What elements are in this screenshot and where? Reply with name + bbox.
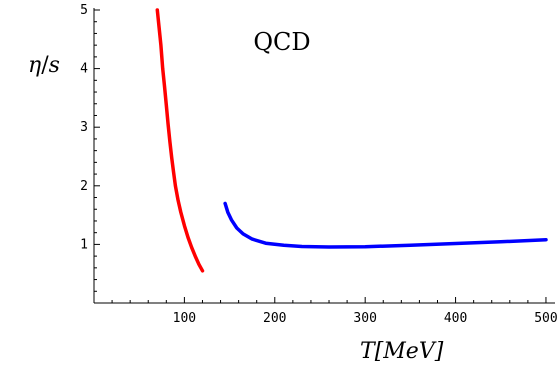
y-tick-label: 4 [80, 62, 88, 77]
y-tick-label: 3 [80, 120, 88, 135]
x-tick-label: 300 [353, 311, 376, 326]
x-tick-label: 100 [173, 311, 196, 326]
series-line-2 [223, 201, 548, 249]
plot-area: 100 200 300 400 500 1 2 3 4 5 [80, 3, 558, 326]
chart-title: QCD [253, 28, 310, 56]
y-ticks: 1 2 3 4 5 [80, 3, 100, 292]
x-axis-label-var: T [360, 339, 377, 364]
y-tick-label: 1 [80, 237, 88, 252]
y-axis-label: η/s [28, 53, 60, 78]
x-ticks: 100 200 300 400 500 [111, 297, 558, 326]
y-tick-label: 2 [80, 179, 88, 194]
y-axis-label-den: s [49, 53, 60, 78]
x-tick-label: 200 [263, 311, 286, 326]
x-tick-label: 500 [534, 311, 557, 326]
y-axis-label-num: η [28, 53, 41, 78]
series-group [155, 8, 548, 273]
y-axis-label-slash: / [41, 53, 49, 78]
y-tick-label: 5 [80, 3, 88, 18]
x-tick-label: 400 [444, 311, 467, 326]
x-axis-label: T[MeV] [360, 339, 444, 364]
series-line-1 [155, 8, 205, 273]
x-axis-label-unit: [MeV] [375, 339, 444, 364]
